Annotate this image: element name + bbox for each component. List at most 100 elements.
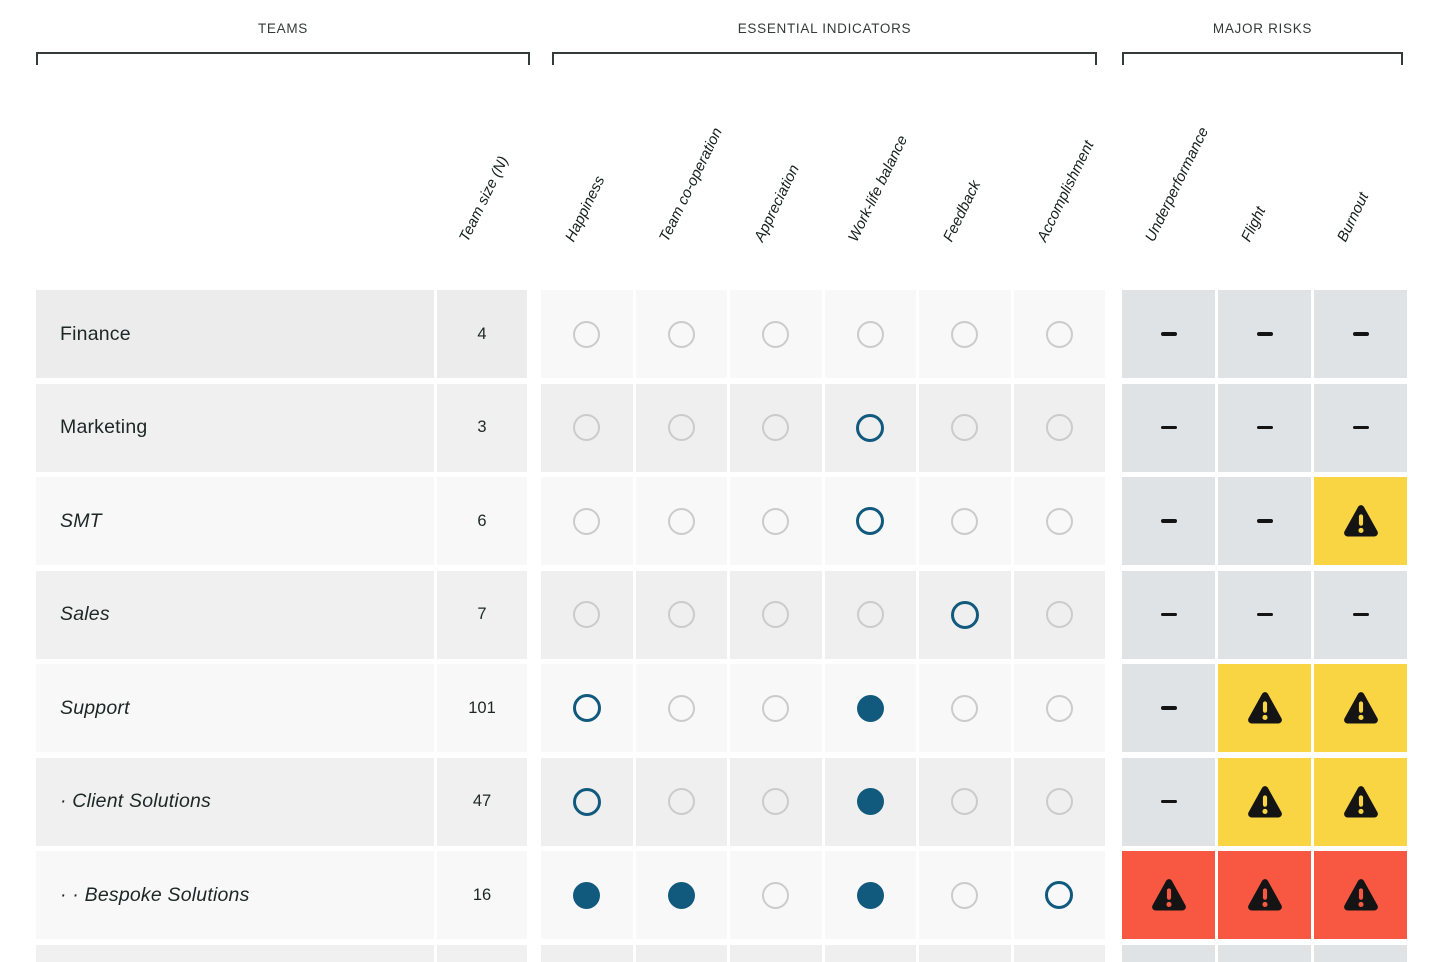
- risk-cell-burnout[interactable]: [1314, 757, 1407, 846]
- indicator-cell-accomplishment[interactable]: [1013, 570, 1105, 659]
- indicator-cell-work-life-balance[interactable]: [824, 757, 916, 846]
- risk-cell-underperformance[interactable]: [1122, 851, 1215, 939]
- risk-cell-underperformance[interactable]: [1122, 383, 1215, 472]
- indicator-cell-appreciation[interactable]: [730, 383, 822, 472]
- team-name-cell[interactable]: Finance: [36, 290, 434, 378]
- indicator-cell-accomplishment[interactable]: [1013, 757, 1105, 846]
- indicator-cell-accomplishment[interactable]: [1013, 944, 1105, 962]
- indicator-cell-appreciation[interactable]: [730, 570, 822, 659]
- indicator-cell-team-co-operation[interactable]: [635, 477, 727, 565]
- indicator-cell-feedback[interactable]: [919, 944, 1011, 962]
- indicator-cell-appreciation[interactable]: [730, 477, 822, 565]
- team-size-cell: 6: [437, 477, 527, 565]
- indicator-cell-feedback[interactable]: [919, 383, 1011, 472]
- warning-icon: [1343, 785, 1378, 817]
- indicator-cell-work-life-balance[interactable]: [824, 290, 916, 378]
- risk-cell-underperformance[interactable]: [1122, 757, 1215, 846]
- indicator-cell-happiness[interactable]: [541, 944, 633, 962]
- indicator-cell-appreciation[interactable]: [730, 757, 822, 846]
- indicator-cell-team-co-operation[interactable]: [635, 290, 727, 378]
- indicator-cell-happiness[interactable]: [541, 570, 633, 659]
- column-header-underperformance: Underperformance: [1142, 124, 1213, 245]
- circle-outline-icon: [856, 507, 885, 535]
- dash-icon: [1256, 332, 1273, 336]
- indicator-cell-accomplishment[interactable]: [1013, 851, 1105, 939]
- team-name-cell[interactable]: · Client Solutions: [36, 757, 434, 846]
- team-name-cell[interactable]: SMT: [36, 477, 434, 565]
- team-name-cell[interactable]: [36, 944, 434, 962]
- risk-cell-burnout[interactable]: [1314, 570, 1407, 659]
- risk-cell-flight[interactable]: [1218, 944, 1311, 962]
- risk-cell-burnout[interactable]: [1314, 944, 1407, 962]
- circle-filled-icon: [856, 881, 884, 909]
- indicator-cell-team-co-operation[interactable]: [635, 757, 727, 846]
- indicator-cell-work-life-balance[interactable]: [824, 664, 916, 752]
- risk-cell-flight[interactable]: [1218, 290, 1311, 378]
- indicator-cell-team-co-operation[interactable]: [635, 851, 727, 939]
- indicator-cell-feedback[interactable]: [919, 664, 1011, 752]
- team-name-cell[interactable]: Sales: [36, 570, 434, 659]
- indicator-cell-work-life-balance[interactable]: [824, 477, 916, 565]
- indicator-cell-team-co-operation[interactable]: [635, 944, 727, 962]
- indicator-cell-appreciation[interactable]: [730, 290, 822, 378]
- essential-indicators-bracket: [552, 52, 1097, 65]
- indicator-cell-happiness[interactable]: [541, 290, 633, 378]
- risk-cell-burnout[interactable]: [1314, 664, 1407, 752]
- indicator-cell-feedback[interactable]: [919, 851, 1011, 939]
- risk-cell-flight[interactable]: [1218, 664, 1311, 752]
- indicator-cell-work-life-balance[interactable]: [824, 944, 916, 962]
- team-name-cell[interactable]: Marketing: [36, 383, 434, 472]
- indicator-cell-work-life-balance[interactable]: [824, 570, 916, 659]
- circle-empty-icon: [762, 881, 790, 909]
- indicator-cell-happiness[interactable]: [541, 383, 633, 472]
- indicator-cell-accomplishment[interactable]: [1013, 383, 1105, 472]
- circle-empty-icon: [667, 414, 695, 441]
- team-name-cell[interactable]: · · Bespoke Solutions: [36, 851, 434, 939]
- risk-cell-underperformance[interactable]: [1122, 477, 1215, 565]
- indicator-cell-team-co-operation[interactable]: [635, 383, 727, 472]
- risk-cell-burnout[interactable]: [1314, 383, 1407, 472]
- indicator-cell-feedback[interactable]: [919, 757, 1011, 846]
- indicator-cell-feedback[interactable]: [919, 290, 1011, 378]
- indicator-cell-happiness[interactable]: [541, 664, 633, 752]
- risk-cell-underperformance[interactable]: [1122, 570, 1215, 659]
- risk-cell-flight[interactable]: [1218, 851, 1311, 939]
- indicator-cell-feedback[interactable]: [919, 477, 1011, 565]
- team-name-cell[interactable]: Support: [36, 664, 434, 752]
- risk-cell-burnout[interactable]: [1314, 290, 1407, 378]
- risk-cell-flight[interactable]: [1218, 757, 1311, 846]
- dash-icon: [1256, 612, 1273, 617]
- indicator-cell-appreciation[interactable]: [730, 944, 822, 962]
- risk-cell-flight[interactable]: [1218, 477, 1311, 565]
- circle-empty-icon: [667, 694, 695, 722]
- circle-empty-icon: [573, 507, 601, 535]
- indicator-cell-work-life-balance[interactable]: [824, 851, 916, 939]
- indicator-cell-work-life-balance[interactable]: [824, 383, 916, 472]
- risk-cell-flight[interactable]: [1218, 570, 1311, 659]
- warning-icon: [1247, 692, 1282, 724]
- indicator-cell-appreciation[interactable]: [730, 851, 822, 939]
- indicator-cell-happiness[interactable]: [541, 851, 633, 939]
- indicator-cell-accomplishment[interactable]: [1013, 290, 1105, 378]
- group-label-major-risks: MAJOR RISKS: [1212, 21, 1313, 36]
- indicator-cell-team-co-operation[interactable]: [635, 664, 727, 752]
- indicator-cell-happiness[interactable]: [541, 757, 633, 846]
- warning-icon: [1343, 505, 1378, 537]
- risk-cell-underperformance[interactable]: [1122, 290, 1215, 378]
- warning-icon: [1151, 879, 1186, 911]
- indicator-cell-accomplishment[interactable]: [1013, 664, 1105, 752]
- column-header-flight: Flight: [1238, 204, 1270, 245]
- risk-cell-flight[interactable]: [1218, 383, 1311, 472]
- indicator-cell-happiness[interactable]: [541, 477, 633, 565]
- indicator-cell-feedback[interactable]: [919, 570, 1011, 659]
- risk-cell-burnout[interactable]: [1314, 477, 1407, 565]
- column-header-accomplishment: Accomplishment: [1034, 138, 1098, 245]
- risk-cell-burnout[interactable]: [1314, 851, 1407, 939]
- indicator-cell-team-co-operation[interactable]: [635, 570, 727, 659]
- risk-cell-underperformance[interactable]: [1122, 944, 1215, 962]
- circle-outline-icon: [856, 413, 885, 442]
- risk-cell-underperformance[interactable]: [1122, 664, 1215, 752]
- indicator-cell-appreciation[interactable]: [730, 664, 822, 752]
- indicator-cell-accomplishment[interactable]: [1013, 477, 1105, 565]
